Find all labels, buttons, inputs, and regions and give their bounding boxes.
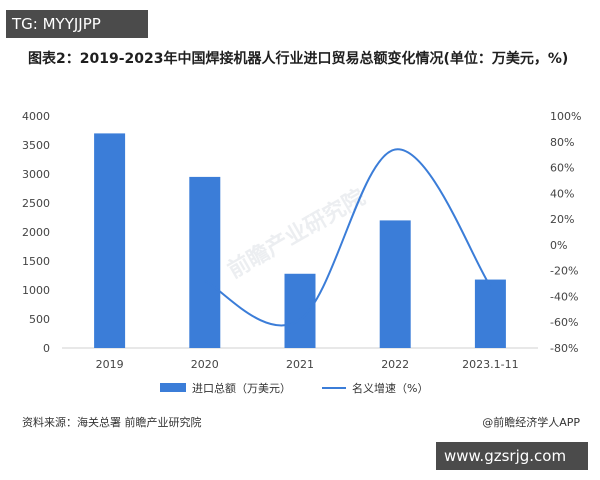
bar — [189, 176, 221, 348]
growth-line — [204, 148, 492, 327]
y-right-tick-label: 40% — [550, 187, 574, 200]
y-right-tick-label: -60% — [550, 316, 578, 329]
brand-label: @前瞻经济学人APP — [482, 416, 580, 429]
legend-bar-swatch — [160, 383, 186, 392]
y-right-tick-label: -40% — [550, 290, 578, 303]
x-tick-label: 2020 — [191, 358, 219, 371]
bar — [284, 273, 316, 348]
watermark-text: 前瞻产业研究院 — [223, 184, 369, 284]
y-left-tick-label: 1000 — [22, 284, 50, 297]
y-left-tick-label: 4000 — [22, 110, 50, 123]
x-tick-label: 2021 — [286, 358, 314, 371]
bar — [379, 220, 411, 348]
bar — [94, 133, 126, 348]
y-right-tick-label: -80% — [550, 342, 578, 355]
y-left-tick-label: 2500 — [22, 197, 50, 210]
y-left-tick-label: 2000 — [22, 226, 50, 239]
x-tick-label: 2019 — [96, 358, 124, 371]
source-label: 资料来源：海关总署 前瞻产业研究院 — [22, 416, 202, 429]
y-right-tick-label: -20% — [550, 265, 578, 278]
y-right-tick-label: 100% — [550, 110, 581, 123]
chart-title: 图表2：2019-2023年中国焊接机器人行业进口贸易总额变化情况(单位：万美元… — [28, 51, 569, 67]
legend-bar-label: 进口总额（万美元） — [192, 381, 291, 395]
y-left-tick-label: 3500 — [22, 139, 50, 152]
y-right-tick-label: 80% — [550, 136, 574, 149]
x-tick-label: 2023.1-11 — [462, 358, 518, 371]
top-tag: TG: MYYJJPP — [6, 10, 148, 38]
legend-line-label: 名义增速（%） — [352, 381, 428, 395]
y-left-tick-label: 500 — [29, 313, 50, 326]
x-tick-label: 2022 — [381, 358, 409, 371]
y-left-tick-label: 3000 — [22, 168, 50, 181]
y-left-tick-label: 1500 — [22, 255, 50, 268]
y-right-tick-label: 60% — [550, 162, 574, 175]
bar — [474, 279, 506, 348]
y-left-tick-label: 0 — [43, 342, 50, 355]
y-right-tick-label: 20% — [550, 213, 574, 226]
y-right-tick-label: 0% — [550, 239, 567, 252]
bottom-tag: www.gzsrjg.com — [436, 442, 588, 470]
